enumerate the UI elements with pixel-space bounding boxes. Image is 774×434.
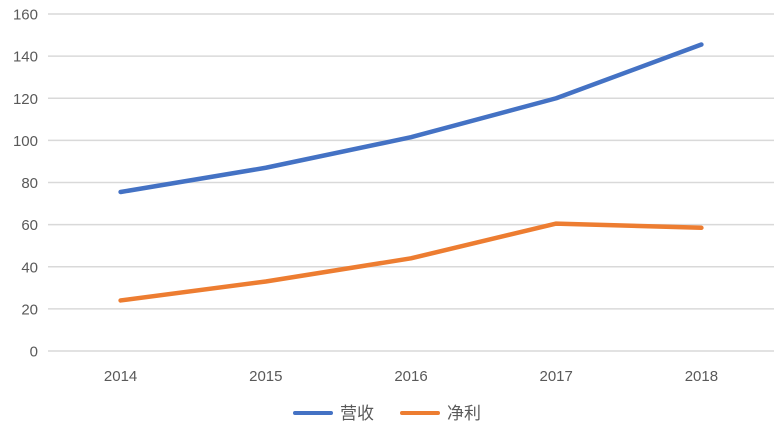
net-profit-line-swatch bbox=[400, 410, 440, 416]
y-axis-tick-label: 60 bbox=[21, 217, 38, 234]
y-axis-tick-label: 160 bbox=[13, 7, 38, 24]
chart-legend: 营收 净利 bbox=[0, 392, 774, 434]
y-axis-tick-label: 120 bbox=[13, 91, 38, 108]
y-axis-tick-label: 80 bbox=[21, 175, 38, 192]
net-profit-legend-label: 净利 bbox=[447, 403, 481, 423]
series-line-1 bbox=[118, 221, 704, 303]
revenue-legend-label: 营收 bbox=[340, 403, 374, 423]
y-axis-tick-label: 40 bbox=[21, 259, 38, 276]
chart-plot-area: 0 20 40 60 80 100 120 140 160 2014 2015 2016 2017 201… bbox=[13, 7, 774, 385]
x-axis-tick-label: 2014 bbox=[104, 368, 137, 385]
legend-item-revenue: 营收 bbox=[293, 405, 374, 422]
x-axis-tick-label: 2015 bbox=[249, 368, 282, 385]
y-axis-tick-label: 20 bbox=[21, 301, 38, 318]
x-axis-tick-label: 2017 bbox=[540, 368, 573, 385]
y-axis-tick-label: 100 bbox=[13, 133, 38, 150]
series-line-0 bbox=[118, 42, 704, 195]
revenue-line-swatch bbox=[293, 410, 333, 416]
y-axis-tick-label: 140 bbox=[13, 49, 38, 66]
x-axis-tick-label: 2018 bbox=[685, 368, 718, 385]
x-axis-tick-label: 2016 bbox=[394, 368, 427, 385]
y-axis-tick-label: 0 bbox=[30, 344, 38, 361]
legend-item-net-profit: 净利 bbox=[400, 405, 481, 422]
